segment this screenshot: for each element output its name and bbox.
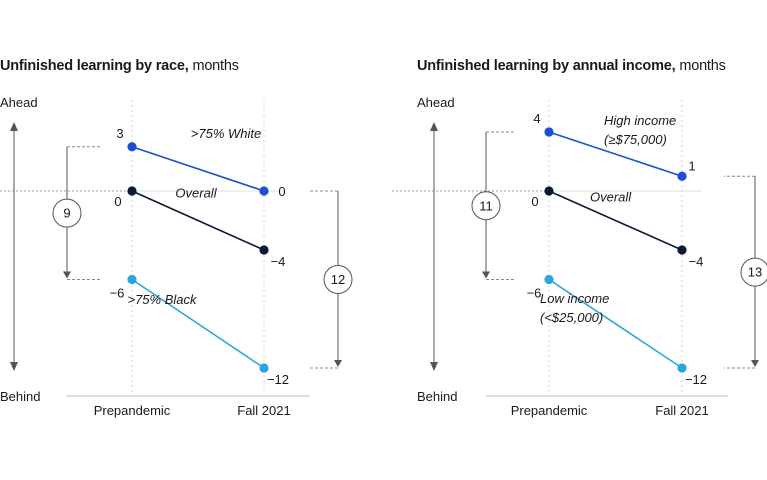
chart-plot: Prepandemic Fall 2021 4 1 High income (≥$75,0… (392, 100, 767, 418)
gap-label: 12 (331, 272, 345, 287)
y-axis-arrow-up-icon (430, 122, 438, 131)
chart-title-unit: months (192, 58, 239, 74)
y-axis-arrow-up-icon (10, 122, 18, 131)
y-axis-arrow-down-icon (10, 362, 18, 371)
data-label: −6 (527, 286, 542, 301)
data-point (259, 186, 269, 196)
data-label: 4 (533, 111, 540, 126)
series-line (548, 278, 683, 369)
data-point (544, 274, 554, 285)
data-label: 1 (688, 158, 695, 173)
data-point (677, 245, 687, 255)
gap-arrow-icon (334, 360, 342, 367)
data-point (544, 186, 554, 196)
y-bottom-label: Behind (417, 389, 458, 404)
data-point (127, 142, 137, 152)
chart-title-main: Unfinished learning by race, (0, 58, 189, 74)
data-point (259, 363, 269, 373)
gap-arrow-icon (482, 271, 490, 279)
series-name-label: (<$25,000) (540, 310, 603, 325)
series-name-label: Overall (175, 186, 217, 201)
gap-label: 13 (748, 265, 762, 280)
series-line (131, 190, 265, 251)
gap-label: 9 (63, 206, 70, 221)
y-top-label: Ahead (0, 95, 38, 110)
series-name-label: >75% White (191, 126, 261, 141)
chart-title: Unfinished learning by annual income, mo… (417, 58, 726, 74)
y-axis-arrow-down-icon (430, 362, 438, 371)
data-point (544, 127, 554, 137)
chart-panel-race: Unfinished learning by race, months Ahea… (0, 58, 353, 418)
series-line (548, 131, 683, 178)
data-label: −4 (271, 254, 286, 269)
x-tick-label: Fall 2021 (237, 403, 290, 418)
gap-circle (52, 198, 82, 228)
data-point (127, 186, 137, 196)
chart-title-unit: months (679, 58, 726, 74)
series-line (131, 278, 265, 369)
series-name-label: >75% Black (127, 292, 198, 307)
data-point (259, 245, 269, 255)
data-label: −4 (689, 254, 704, 269)
gap-label: 11 (479, 198, 493, 213)
x-tick-label: Fall 2021 (655, 403, 708, 418)
gap-arrow-icon (751, 360, 759, 367)
chart-panel-income: Unfinished learning by annual income, mo… (384, 0, 767, 480)
data-label: 0 (114, 194, 121, 209)
y-top-label: Ahead (417, 95, 455, 110)
chart-title-main: Unfinished learning by annual income, (417, 58, 676, 74)
gap-circle (323, 265, 353, 294)
gap-arrow-icon (63, 271, 71, 279)
gap-circle (471, 191, 501, 221)
gap-circle (740, 257, 767, 287)
data-label: 0 (531, 194, 538, 209)
data-label: −6 (110, 286, 125, 301)
y-bottom-label: Behind (0, 389, 41, 404)
series-name-label: Overall (590, 190, 632, 205)
data-label: 0 (278, 184, 285, 199)
x-tick-label: Prepandemic (511, 403, 588, 418)
series-name-label: (≥$75,000) (604, 132, 667, 147)
data-label: −12 (685, 372, 707, 387)
series-line (548, 190, 683, 251)
series-name-label: Low income (540, 291, 609, 306)
data-point (677, 363, 687, 373)
series-line (131, 145, 265, 192)
chart-title: Unfinished learning by race, months (0, 58, 239, 74)
chart-plot: Prepandemic Fall 2021 3 0 >75% White 0 −4 Overa… (0, 100, 353, 418)
data-label: 3 (116, 126, 123, 141)
data-point (127, 274, 137, 285)
data-point (677, 171, 687, 181)
data-label: −12 (267, 372, 289, 387)
series-name-label: High income (604, 113, 676, 128)
x-tick-label: Prepandemic (94, 403, 171, 418)
